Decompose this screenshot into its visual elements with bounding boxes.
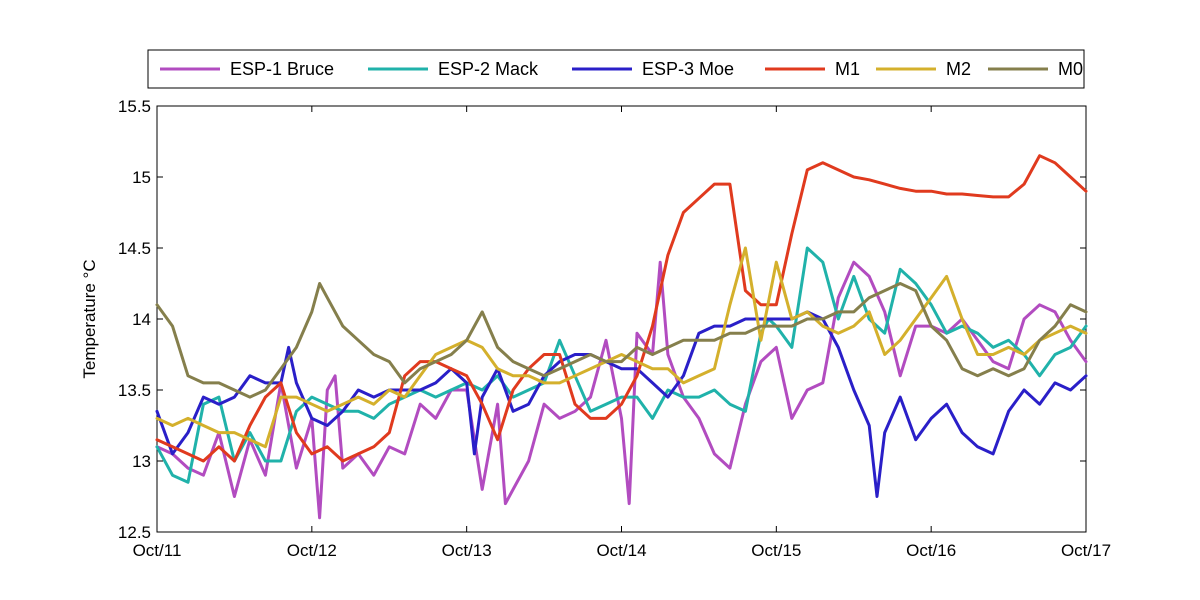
y-tick-label: 12.5 xyxy=(118,523,151,542)
y-tick-label: 15.5 xyxy=(118,97,151,116)
series-line-4 xyxy=(155,154,1088,463)
y-tick-label: 14 xyxy=(132,310,151,329)
x-axis: Oct/11 Oct/12 Oct/13 Oct/14 Oct/15 Oct/16 Oct/… xyxy=(133,106,1111,560)
series-line-6 xyxy=(155,282,1088,399)
y-tick-label: 13.5 xyxy=(118,381,151,400)
series-line-1 xyxy=(155,260,1088,520)
x-tick-label: Oct/12 xyxy=(287,541,337,560)
y-axis: 12.5 13 13.5 14 14.5 15 15.5 xyxy=(118,97,1086,542)
legend: ESP-1 Bruce ESP-2 Mack ESP-3 Moe M1 M2 M0 xyxy=(147,49,1085,89)
series-layer xyxy=(155,154,1088,520)
legend-label: ESP-1 Bruce xyxy=(230,59,334,79)
legend-label: ESP-3 Moe xyxy=(642,59,734,79)
y-axis-label: Temperature °C xyxy=(80,259,99,378)
plot-area-border xyxy=(156,105,1087,533)
series-line-5 xyxy=(155,246,1088,449)
legend-label: M2 xyxy=(946,59,971,79)
legend-label: ESP-2 Mack xyxy=(438,59,539,79)
x-tick-label: Oct/11 xyxy=(133,541,182,560)
y-tick-label: 14.5 xyxy=(118,239,151,258)
legend-label: M1 xyxy=(835,59,860,79)
y-tick-label: 15 xyxy=(132,168,151,187)
x-tick-label: Oct/13 xyxy=(442,541,492,560)
y-tick-label: 13 xyxy=(132,452,151,471)
legend-label: M0 xyxy=(1058,59,1083,79)
x-tick-label: Oct/15 xyxy=(751,541,801,560)
x-tick-label: Oct/14 xyxy=(596,541,646,560)
x-tick-label: Oct/17 xyxy=(1061,541,1111,560)
x-tick-label: Oct/16 xyxy=(906,541,956,560)
